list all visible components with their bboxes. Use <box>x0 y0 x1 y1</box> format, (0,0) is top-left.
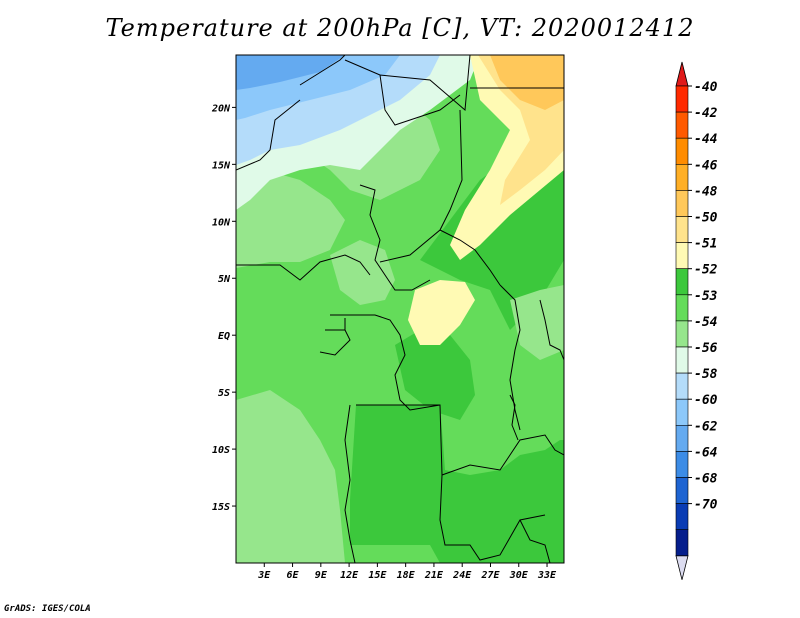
colorbar-label: -44 <box>694 132 718 147</box>
colorbar-bottom-arrow <box>675 555 689 580</box>
border-line <box>236 99 301 171</box>
border-line <box>356 404 546 561</box>
colorbar-swatch <box>675 372 689 400</box>
longitude-label: 33E <box>537 570 557 581</box>
border-line <box>379 109 501 286</box>
colorbar-swatch <box>675 85 689 113</box>
latitude-label: 10S <box>212 445 230 456</box>
temperature-field <box>236 55 564 563</box>
colorbar-swatch <box>675 424 689 452</box>
country-borders <box>236 55 564 563</box>
latitude-axis: 20N 15N 10N 5N EQ 5S 10S 15S <box>211 103 236 513</box>
field-region-pale-green-northwest <box>236 170 345 268</box>
colorbar-swatch <box>675 268 689 296</box>
colorbar-label: -40 <box>694 80 718 95</box>
colorbar-swatch <box>675 503 689 531</box>
longitude-label: 12E <box>340 570 359 581</box>
border-line <box>519 519 551 563</box>
longitude-label: 9E <box>315 570 328 581</box>
field-region-yellow-center <box>408 280 475 345</box>
colorbar-swatch <box>675 294 689 322</box>
field-region-blue-northwest-deep <box>236 55 345 90</box>
longitude-label: 15E <box>368 570 387 581</box>
colorbar-label: -60 <box>694 393 718 408</box>
border-line <box>499 284 521 431</box>
field-region-pale-green-eastlakes <box>510 285 564 360</box>
colorbar-label: -58 <box>694 367 718 382</box>
colorbar-label: -48 <box>694 184 718 199</box>
chart-title: Temperature at 200hPa [C], VT: 202001241… <box>105 14 695 42</box>
border-line <box>299 55 471 126</box>
longitude-label: 3E <box>257 570 271 581</box>
colorbar-swatch <box>675 320 689 348</box>
border-line <box>330 314 441 411</box>
colorbar-label: -46 <box>694 158 718 173</box>
border-line <box>359 184 431 291</box>
colorbar-label: -53 <box>694 289 718 304</box>
latitude-label: 10N <box>212 217 231 228</box>
field-region-orange-ne <box>490 55 564 110</box>
longitude-label: 27E <box>480 570 500 581</box>
longitude-label: 21E <box>424 570 444 581</box>
lake-outline <box>509 394 519 441</box>
longitude-axis: 3E 6E 9E 12E 15E 18E 21E 24E 27E 30E 33E <box>257 563 557 581</box>
grads-credit: GrADS: IGES/COLA <box>4 604 91 614</box>
colorbar-label: -52 <box>694 263 718 278</box>
colorbar-swatch <box>675 242 689 270</box>
field-region-pale-green-west <box>236 390 345 563</box>
colorbar-swatch <box>675 346 689 374</box>
colorbar-swatch <box>675 164 689 191</box>
colorbar-top-arrow <box>675 61 689 87</box>
longitude-label: 24E <box>452 570 472 581</box>
longitude-label: 6E <box>287 570 300 581</box>
field-region-dark-green-south <box>350 405 564 563</box>
colorbar-label: -64 <box>694 445 718 460</box>
colorbar: -40 -42 -44 -46 -48 -50 -51 -52 -53 -54 -56 -58 -60 -… <box>675 61 718 580</box>
longitude-label: 30E <box>509 570 529 581</box>
colorbar-label: -54 <box>694 315 718 330</box>
latitude-label: 15S <box>212 502 230 513</box>
border-line <box>441 434 564 476</box>
colorbar-swatch <box>675 216 689 243</box>
border-line <box>539 299 564 361</box>
colorbar-label: -56 <box>694 341 718 356</box>
latitude-label: 5S <box>218 388 230 399</box>
border-line <box>236 254 371 281</box>
border-line <box>319 318 351 356</box>
colorbar-swatch <box>675 111 689 139</box>
colorbar-label: -50 <box>694 211 718 226</box>
latitude-label: 15N <box>212 160 231 171</box>
colorbar-swatch <box>675 190 689 217</box>
colorbar-swatch <box>675 477 689 504</box>
field-region-dark-green-center <box>395 330 475 420</box>
field-region-pale-green-cameroon <box>330 240 395 305</box>
border-line <box>344 404 356 563</box>
colorbar-swatch <box>675 398 689 426</box>
colorbar-label: -42 <box>694 106 718 121</box>
longitude-label: 18E <box>397 570 416 581</box>
latitude-label: 20N <box>211 103 231 114</box>
colorbar-swatch <box>675 529 689 557</box>
map-frame <box>235 54 565 564</box>
colorbar-swatch <box>675 451 689 478</box>
colorbar-label: -51 <box>694 237 717 252</box>
colorbar-swatch <box>675 137 689 165</box>
colorbar-label: -62 <box>694 419 718 434</box>
colorbar-label: -70 <box>694 498 718 513</box>
latitude-label: 5N <box>218 274 231 285</box>
latitude-label: EQ <box>218 331 230 342</box>
colorbar-label: -68 <box>694 472 718 487</box>
